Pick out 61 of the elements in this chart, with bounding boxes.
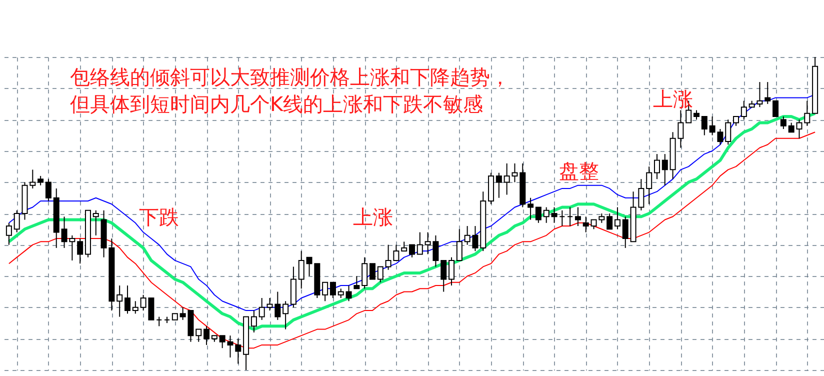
candlestick [196, 328, 202, 342]
candlestick [614, 206, 620, 230]
candlestick [6, 222, 12, 246]
candlestick [804, 100, 810, 126]
candlestick [733, 116, 740, 126]
candlestick [204, 326, 210, 346]
candlestick [338, 288, 344, 299]
candlestick [764, 82, 771, 104]
candlestick [606, 213, 613, 230]
candlestick [124, 284, 130, 314]
candlestick [416, 232, 423, 255]
candlestick [694, 110, 700, 120]
candlestick [409, 244, 415, 258]
candlestick [535, 206, 542, 224]
candlestick [646, 166, 652, 205]
candlestick [662, 154, 668, 186]
candlestick [77, 238, 84, 264]
candlestick [551, 206, 558, 224]
candlestick [322, 282, 328, 302]
annotation: 包络线的倾斜可以大致推测价格上涨和下降趋势， [70, 65, 510, 89]
candlestick [235, 338, 242, 364]
candlestick [582, 216, 589, 233]
annotation: 盘整 [559, 159, 599, 183]
candlestick [282, 300, 289, 330]
candlestick [701, 116, 708, 136]
candlestick [456, 228, 462, 261]
annotation: 但具体到短时间内几个K线的上涨和下跌不敏感 [70, 92, 484, 116]
candlestick [772, 100, 779, 117]
candlestick [45, 178, 52, 202]
annotation: 上涨 [353, 205, 393, 229]
candlestick [330, 282, 336, 299]
candlestick [298, 250, 304, 290]
candlestick [14, 210, 20, 233]
candlestick [38, 175, 44, 186]
candlestick [274, 291, 281, 320]
candlestick [369, 263, 376, 280]
candlestick [740, 100, 747, 120]
candlestick [567, 206, 574, 227]
candlestick [377, 266, 384, 283]
candlestick [448, 256, 455, 286]
candlestick [250, 310, 257, 333]
candlestick [528, 197, 534, 220]
candlestick [132, 300, 138, 314]
annotation: 下跌 [139, 205, 179, 229]
candlestick [116, 284, 123, 318]
candlestick [622, 216, 628, 248]
candlestick [401, 241, 408, 252]
candlestick [354, 276, 360, 290]
candlestick [440, 260, 447, 292]
candlestick [725, 119, 732, 146]
candlestick [496, 172, 502, 198]
candlestick [362, 256, 368, 290]
candlestick [543, 206, 550, 224]
candlestick [156, 316, 162, 327]
candlestick [654, 154, 660, 180]
candlestick [574, 206, 581, 227]
candlestick [559, 210, 566, 227]
annotation: 上涨 [653, 87, 693, 111]
candlestick [92, 210, 99, 236]
candlestick [346, 284, 352, 302]
candlestick [780, 116, 786, 130]
